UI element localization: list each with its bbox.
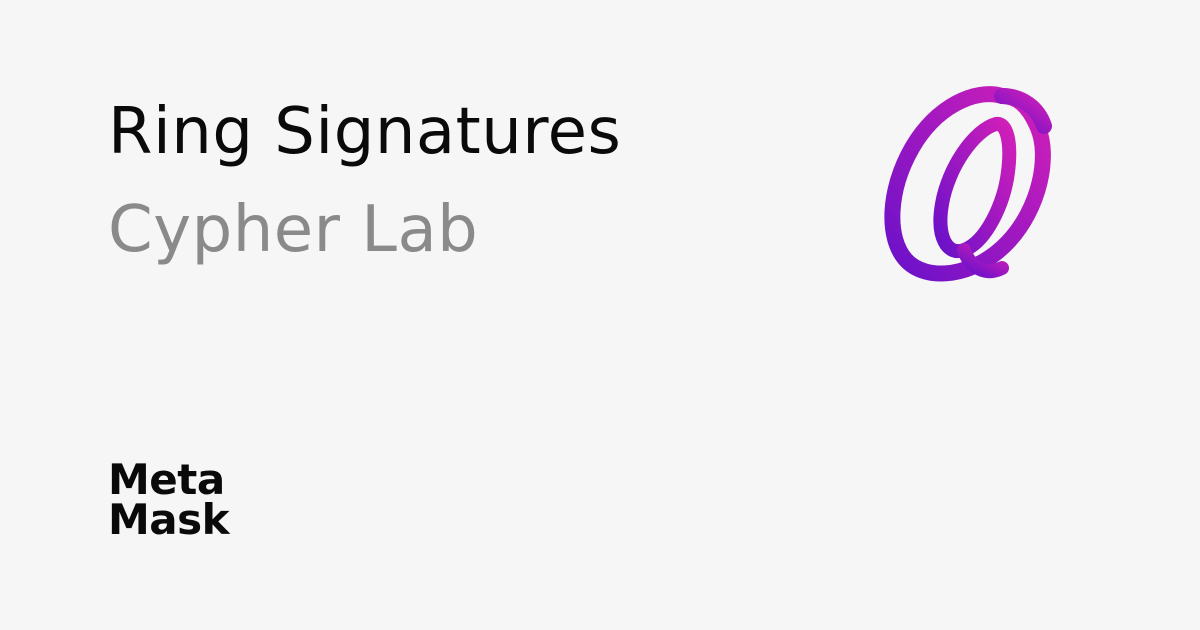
- metamask-logo: Meta Mask: [108, 455, 278, 550]
- ring-icon: [884, 86, 1052, 282]
- page-subtitle: Cypher Lab: [108, 193, 479, 267]
- page-title: Ring Signatures: [108, 95, 622, 169]
- brand-wordmark-line1: Meta: [108, 455, 225, 504]
- brand-wordmark-line2: Mask: [108, 495, 230, 544]
